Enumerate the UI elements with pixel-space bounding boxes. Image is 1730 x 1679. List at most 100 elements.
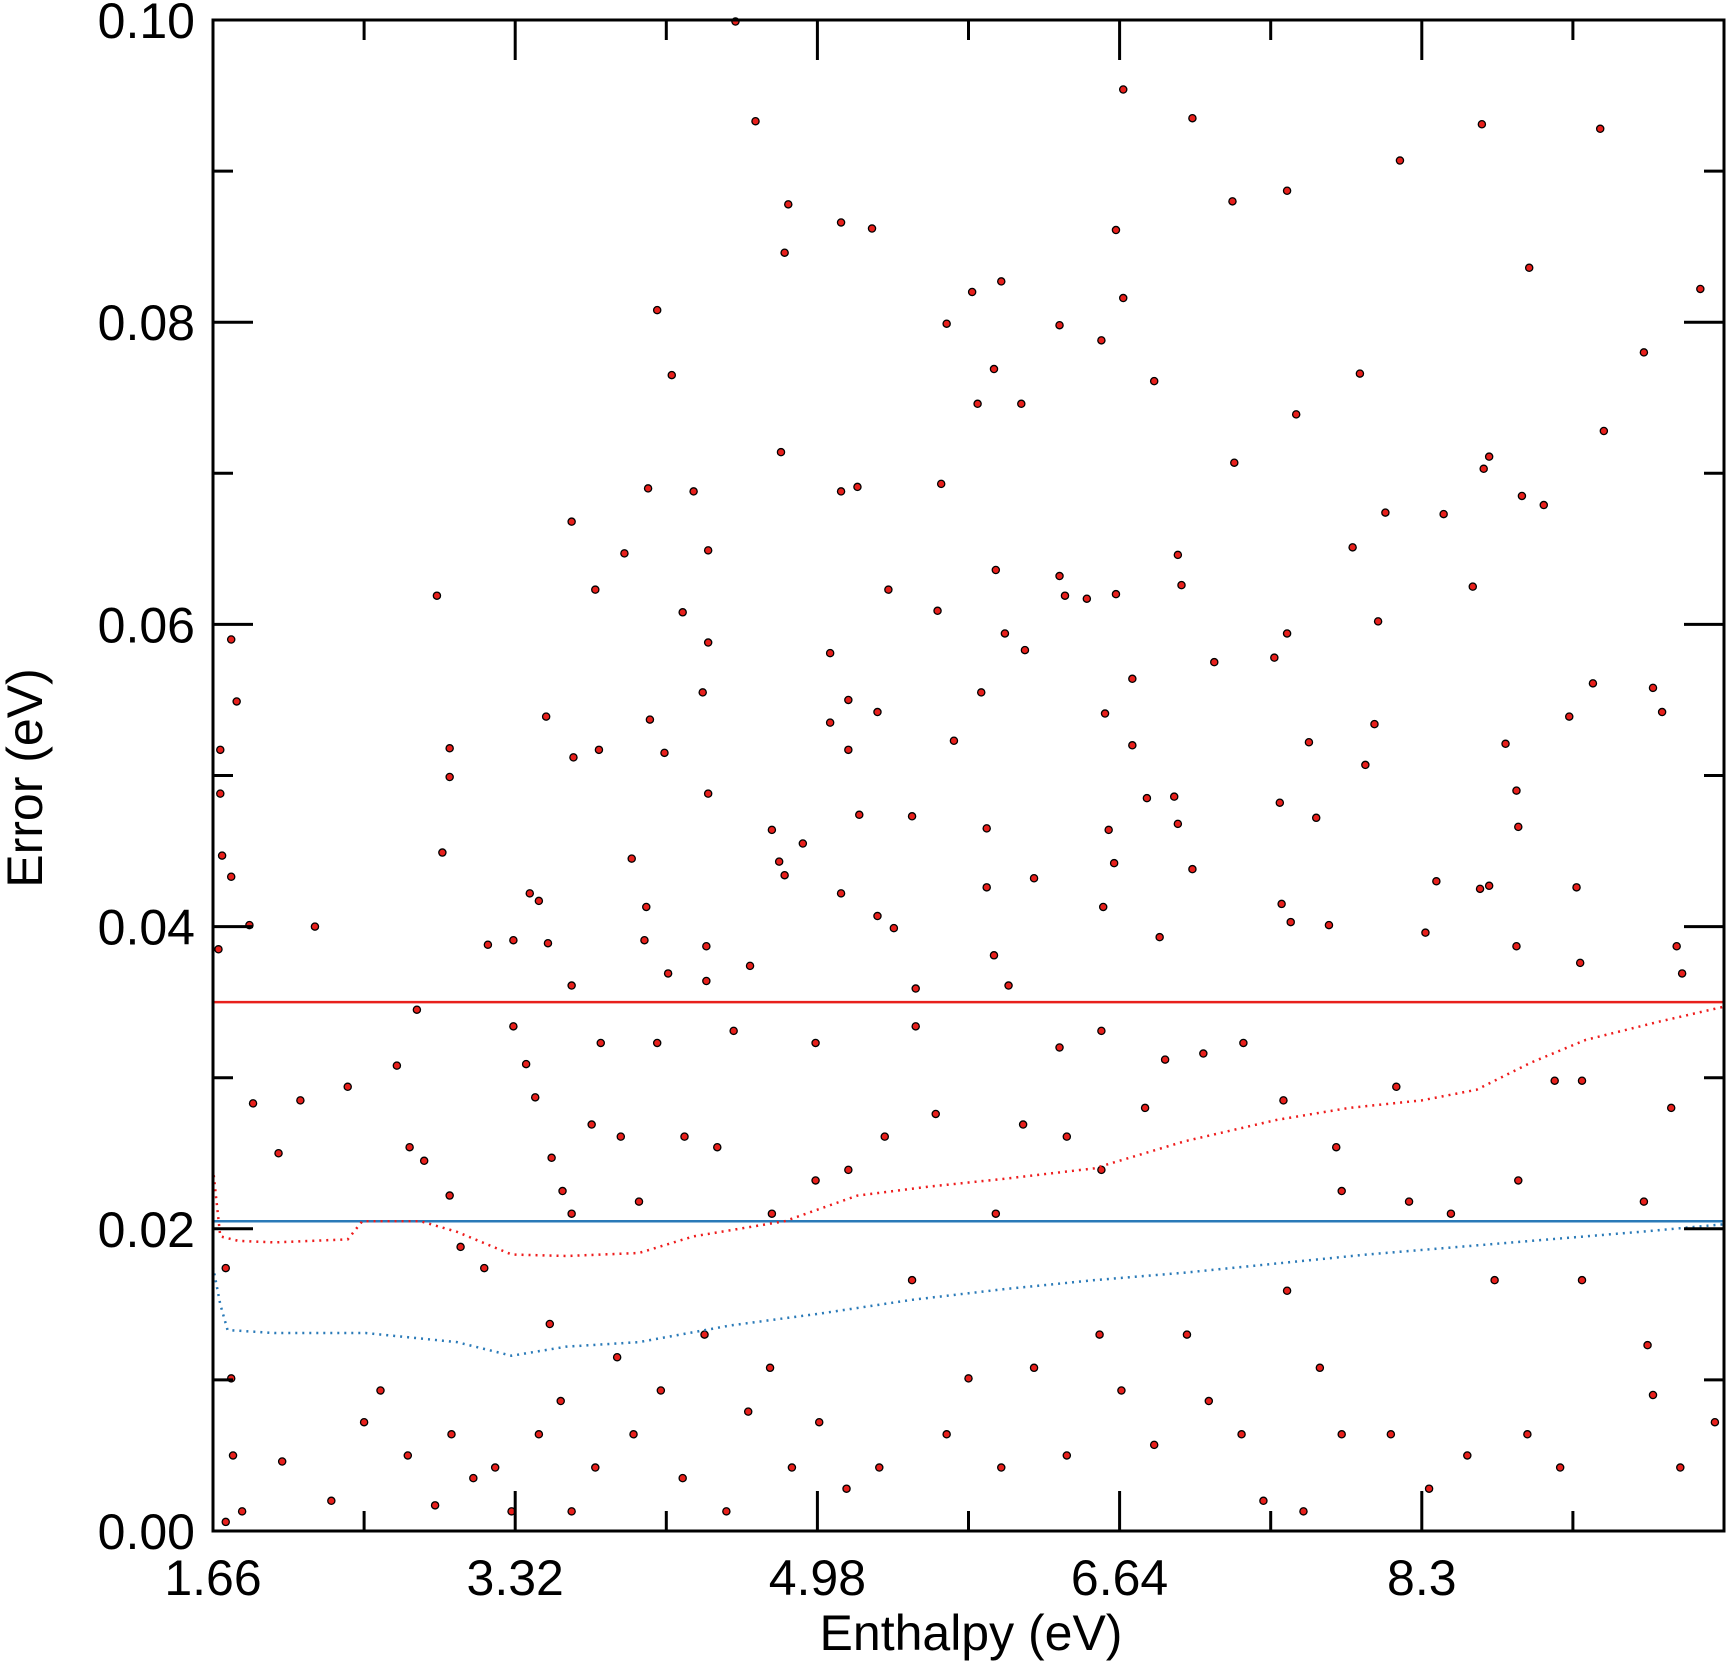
scatter-point <box>1259 1496 1268 1506</box>
scatter-point <box>853 482 862 492</box>
scatter-point <box>447 1430 456 1439</box>
scatter-point <box>1062 1451 1072 1460</box>
scatter-point <box>1324 920 1334 930</box>
scatter-point <box>1188 864 1197 874</box>
scatter-point <box>713 1142 722 1152</box>
scatter-point <box>545 1319 555 1329</box>
scatter-point <box>836 218 846 227</box>
scatter-point <box>1446 1209 1456 1218</box>
scatter-point <box>997 277 1006 286</box>
scatter-point <box>419 1156 429 1166</box>
scatter-point <box>217 851 227 860</box>
scatter-point <box>689 487 698 496</box>
scatter-point <box>982 883 991 892</box>
scatter-point <box>989 951 999 960</box>
scatter-point <box>1097 336 1106 345</box>
scatter-point <box>873 707 882 717</box>
scatter-point <box>1588 679 1598 688</box>
scatter-point <box>274 1149 283 1158</box>
scatter-point <box>1230 458 1239 467</box>
scatter-point <box>558 1186 567 1196</box>
scatter-point <box>1439 509 1448 519</box>
scatter-point <box>596 1038 606 1048</box>
scatter-point <box>698 688 707 697</box>
scatter-point <box>1018 1120 1028 1129</box>
scatter-point <box>1565 712 1574 721</box>
scatter-point <box>989 364 999 374</box>
scatter-point <box>936 479 946 489</box>
scatter-point <box>645 715 655 724</box>
scatter-point <box>1386 1430 1396 1439</box>
scatter-point <box>1595 124 1605 134</box>
scatter-point <box>629 1430 638 1439</box>
scatter-point <box>976 688 986 697</box>
scatter-point <box>1177 580 1186 590</box>
scatter-point <box>248 1099 258 1108</box>
scatter-point <box>1575 958 1585 968</box>
scatter-point <box>652 305 662 315</box>
scatter-point <box>509 1022 518 1031</box>
scatter-point <box>392 1061 402 1070</box>
scatter-point <box>1311 813 1321 823</box>
scatter-point <box>842 1484 851 1493</box>
scatter-point <box>884 585 893 594</box>
scatter-point <box>652 1038 662 1048</box>
scatter-point <box>700 1330 709 1339</box>
scatter-point <box>1270 653 1279 662</box>
scatter-point <box>875 1463 884 1472</box>
scatter-point <box>1128 674 1137 684</box>
scatter-point <box>745 961 755 971</box>
scatter-point <box>612 1352 622 1362</box>
scatter-point <box>1055 1043 1064 1052</box>
scatter-point <box>1512 941 1521 951</box>
scatter-point <box>1109 858 1119 868</box>
y-tick-label: 0.08 <box>98 295 195 351</box>
scatter-point <box>1111 225 1121 235</box>
scatter-point <box>405 1142 414 1152</box>
x-axis-label: Enthalpy (eV) <box>820 1605 1123 1661</box>
scatter-point <box>216 745 225 755</box>
scatter-point <box>541 712 551 721</box>
scatter-point <box>1128 741 1137 750</box>
scatter-point <box>376 1386 385 1395</box>
scatter-point <box>310 922 320 931</box>
scatter-point <box>642 902 651 912</box>
scatter-point <box>1421 928 1430 937</box>
scatter-point <box>1282 629 1292 638</box>
scatter-point <box>509 935 518 945</box>
scatter-point <box>567 981 576 990</box>
scatter-point <box>667 370 677 380</box>
scatter-point <box>237 1507 247 1516</box>
scatter-point <box>1155 932 1164 942</box>
scatter-point <box>634 1197 644 1206</box>
trend-curve <box>211 1223 1725 1357</box>
scatter-point <box>1173 550 1183 560</box>
scatter-point <box>1577 1076 1587 1085</box>
scatter-point <box>430 1501 440 1510</box>
scatter-point <box>1098 902 1108 912</box>
x-tick-label: 4.98 <box>769 1550 866 1606</box>
scatter-point <box>1484 452 1494 461</box>
scatter-point <box>1550 1076 1559 1085</box>
scatter-point <box>1432 877 1441 886</box>
scatter-point <box>591 585 600 594</box>
scatter-point <box>702 941 711 951</box>
scatter-point <box>1100 709 1110 718</box>
scatter-point <box>1512 786 1521 795</box>
y-tick-label: 0.06 <box>98 597 195 653</box>
scatter-point <box>1517 491 1527 501</box>
scatter-point <box>997 1463 1006 1472</box>
scatter-point <box>228 1451 238 1460</box>
scatter-point <box>1140 1103 1150 1113</box>
scatter-point <box>1104 825 1113 835</box>
scatter-point <box>643 484 653 493</box>
scatter-point <box>1555 1463 1565 1472</box>
scatter-point <box>1279 1096 1288 1105</box>
scatter-point <box>811 1038 820 1048</box>
scatter-point <box>296 1096 305 1105</box>
scatter-point <box>798 839 808 848</box>
scatter-point <box>814 1417 824 1427</box>
scatter-point <box>432 591 442 600</box>
scatter-point <box>1149 376 1159 386</box>
